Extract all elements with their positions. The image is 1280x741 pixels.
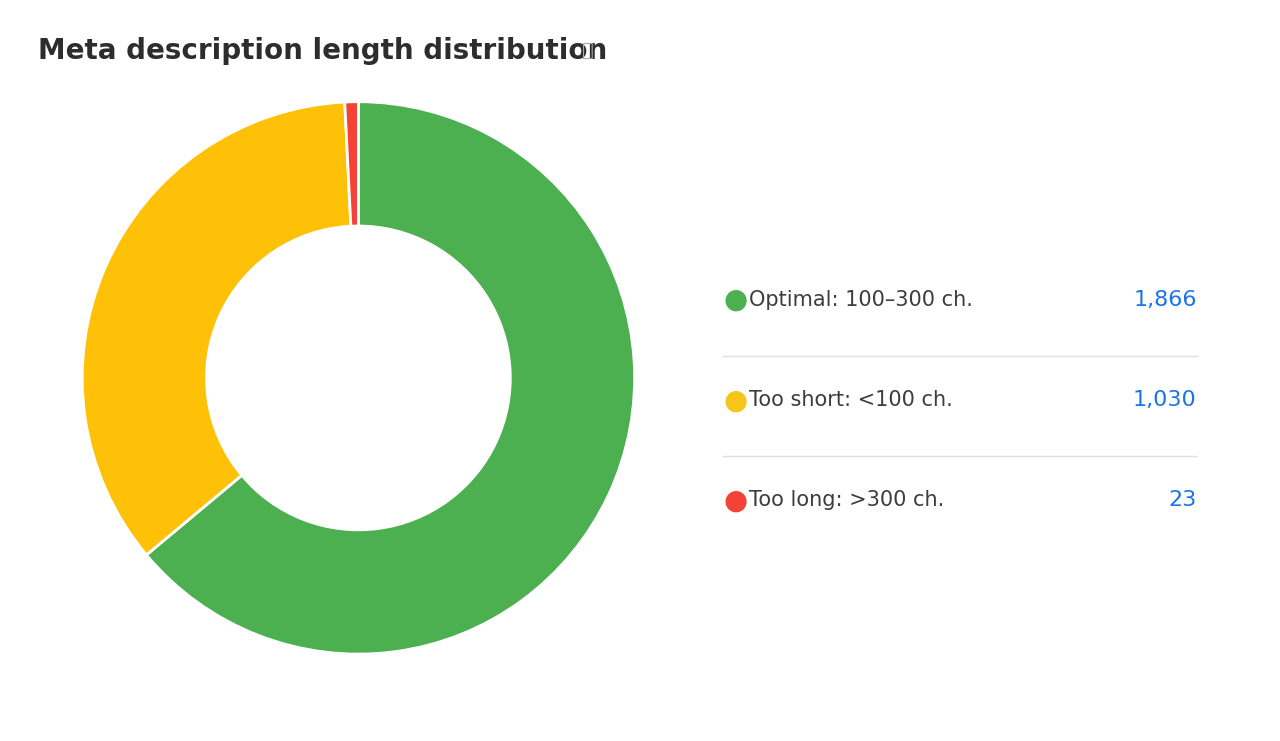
Text: Too short: <100 ch.: Too short: <100 ch. bbox=[749, 391, 952, 410]
Text: Meta description length distribution: Meta description length distribution bbox=[38, 37, 608, 65]
Text: ⓘ: ⓘ bbox=[582, 41, 594, 60]
Wedge shape bbox=[146, 102, 635, 654]
Text: Too long: >300 ch.: Too long: >300 ch. bbox=[749, 491, 945, 510]
Wedge shape bbox=[344, 102, 358, 226]
Text: ●: ● bbox=[723, 486, 748, 514]
Text: Optimal: 100–300 ch.: Optimal: 100–300 ch. bbox=[749, 290, 973, 310]
Text: 1,866: 1,866 bbox=[1133, 290, 1197, 310]
Text: 23: 23 bbox=[1169, 491, 1197, 510]
Text: ●: ● bbox=[723, 386, 748, 414]
Text: ●: ● bbox=[723, 286, 748, 314]
Wedge shape bbox=[82, 102, 351, 555]
Text: 1,030: 1,030 bbox=[1133, 391, 1197, 410]
